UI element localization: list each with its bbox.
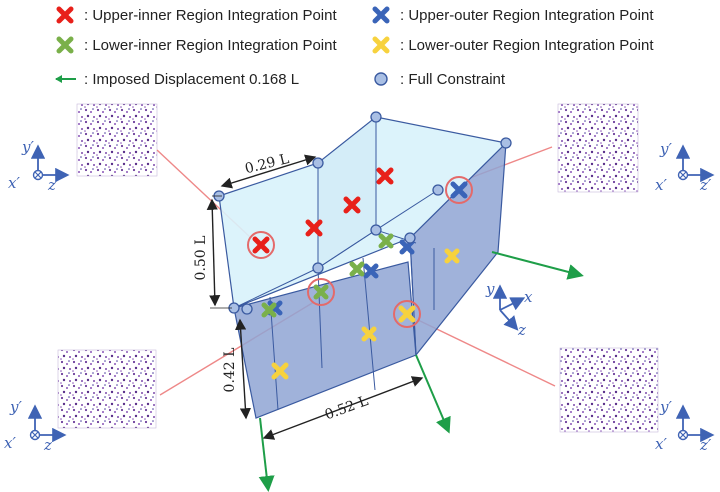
lower-inner-point <box>261 302 277 318</box>
legend-upper-outer-label: : Upper-outer Region Integration Point <box>400 6 654 24</box>
dim-lower-height: 0.42 L <box>222 348 238 393</box>
lower-inner-points <box>261 233 394 318</box>
upper-inner-point <box>305 219 323 237</box>
dim-top-width: 0.29 L <box>243 151 290 177</box>
legend-upper-outer: : Upper-outer Region Integration Point <box>368 4 653 26</box>
constraint-node <box>312 262 324 274</box>
legend-displacement: : Imposed Displacement 0.168 L <box>52 68 299 90</box>
axis-label-y: y′ <box>659 140 672 158</box>
axis-label-z: z′ <box>699 176 712 194</box>
local-axes-upper-right: y′ x′ z′ <box>655 140 715 194</box>
axis-label-y: y′ <box>9 398 22 416</box>
microstructure-image-upper-right <box>557 103 639 193</box>
lower-outer-point <box>271 362 289 380</box>
global-axis-y: y <box>485 280 495 298</box>
legend-lower-outer-label: : Lower-outer Region Integration Point <box>400 36 654 54</box>
constraint-node <box>404 232 416 244</box>
legend-lower-outer: : Lower-outer Region Integration Point <box>368 34 653 56</box>
local-axes-lower-left: y′ x′ z′ <box>4 398 67 454</box>
lower-outer-point <box>398 305 416 323</box>
axis-label-y: y′ <box>659 398 672 416</box>
axis-label-x: x′ <box>655 435 667 453</box>
constraint-node <box>370 111 382 123</box>
upper-outer-points <box>267 181 468 316</box>
local-axes-lower-right: y′ x′ z′ <box>655 398 715 454</box>
upper-inner-point <box>343 196 361 214</box>
green-cross-icon <box>56 36 74 54</box>
lower-inner-point <box>378 233 394 249</box>
constraint-nodes <box>213 111 512 315</box>
legend-constraint: : Full Constraint <box>368 68 505 90</box>
lower-outer-point <box>444 248 460 264</box>
global-axis-z: z <box>517 321 526 339</box>
axis-label-x: x′ <box>8 174 20 192</box>
displacement-arrows <box>258 251 584 492</box>
constraint-node <box>241 303 253 315</box>
green-arrow-icon <box>55 75 76 83</box>
red-cross-icon <box>56 6 74 24</box>
highlight-rings <box>247 176 473 328</box>
upper-inner-point <box>252 236 270 254</box>
microstructure-image-lower-left <box>57 349 157 429</box>
legend-lower-inner-label: : Lower-inner Region Integration Point <box>84 36 337 54</box>
axis-label-x: x′ <box>655 176 667 194</box>
constraint-node <box>370 224 382 236</box>
legend-lower-inner: : Lower-inner Region Integration Point <box>52 34 337 56</box>
constraint-node <box>432 184 444 196</box>
upper-outer-point <box>363 263 379 279</box>
lower-outer-points <box>271 248 460 380</box>
upper-outer-point <box>399 239 415 255</box>
legend: : Upper-inner Region Integration Point :… <box>0 0 720 96</box>
legend-displacement-label: : Imposed Displacement 0.168 L <box>84 70 300 88</box>
constraint-node <box>500 137 512 149</box>
upper-inner-points <box>252 167 394 254</box>
microstructure-image-upper-left <box>76 103 158 177</box>
constraint-node <box>312 157 324 169</box>
lower-inner-point <box>313 284 329 300</box>
microstructure-image-lower-right <box>559 347 659 433</box>
lower-outer-point <box>361 326 377 342</box>
dim-bottom-length: 0.52 L <box>323 393 371 423</box>
blue-cross-icon <box>372 6 390 24</box>
upper-inner-point <box>376 167 394 185</box>
legend-upper-inner: : Upper-inner Region Integration Point <box>52 4 337 26</box>
dim-upper-height: 0.50 L <box>193 236 209 281</box>
legend-constraint-label: : Full Constraint <box>400 70 506 88</box>
axis-label-z: z′ <box>43 436 56 454</box>
dimension-lines <box>206 154 424 440</box>
lower-inner-point <box>349 261 365 277</box>
upper-outer-point <box>450 181 468 199</box>
legend-upper-inner-label: : Upper-inner Region Integration Point <box>84 6 337 24</box>
yellow-cross-icon <box>372 36 390 54</box>
local-axes-upper-left: y′ x′ z′ <box>8 138 70 194</box>
constraint-circle-icon <box>374 72 388 86</box>
global-axis-x: x <box>524 288 533 306</box>
global-axes: y x z <box>485 280 533 339</box>
axis-label-z: z′ <box>699 436 712 454</box>
axis-label-y: y′ <box>21 138 34 156</box>
axis-label-x: x′ <box>4 434 16 452</box>
axis-label-z: z′ <box>47 176 60 194</box>
